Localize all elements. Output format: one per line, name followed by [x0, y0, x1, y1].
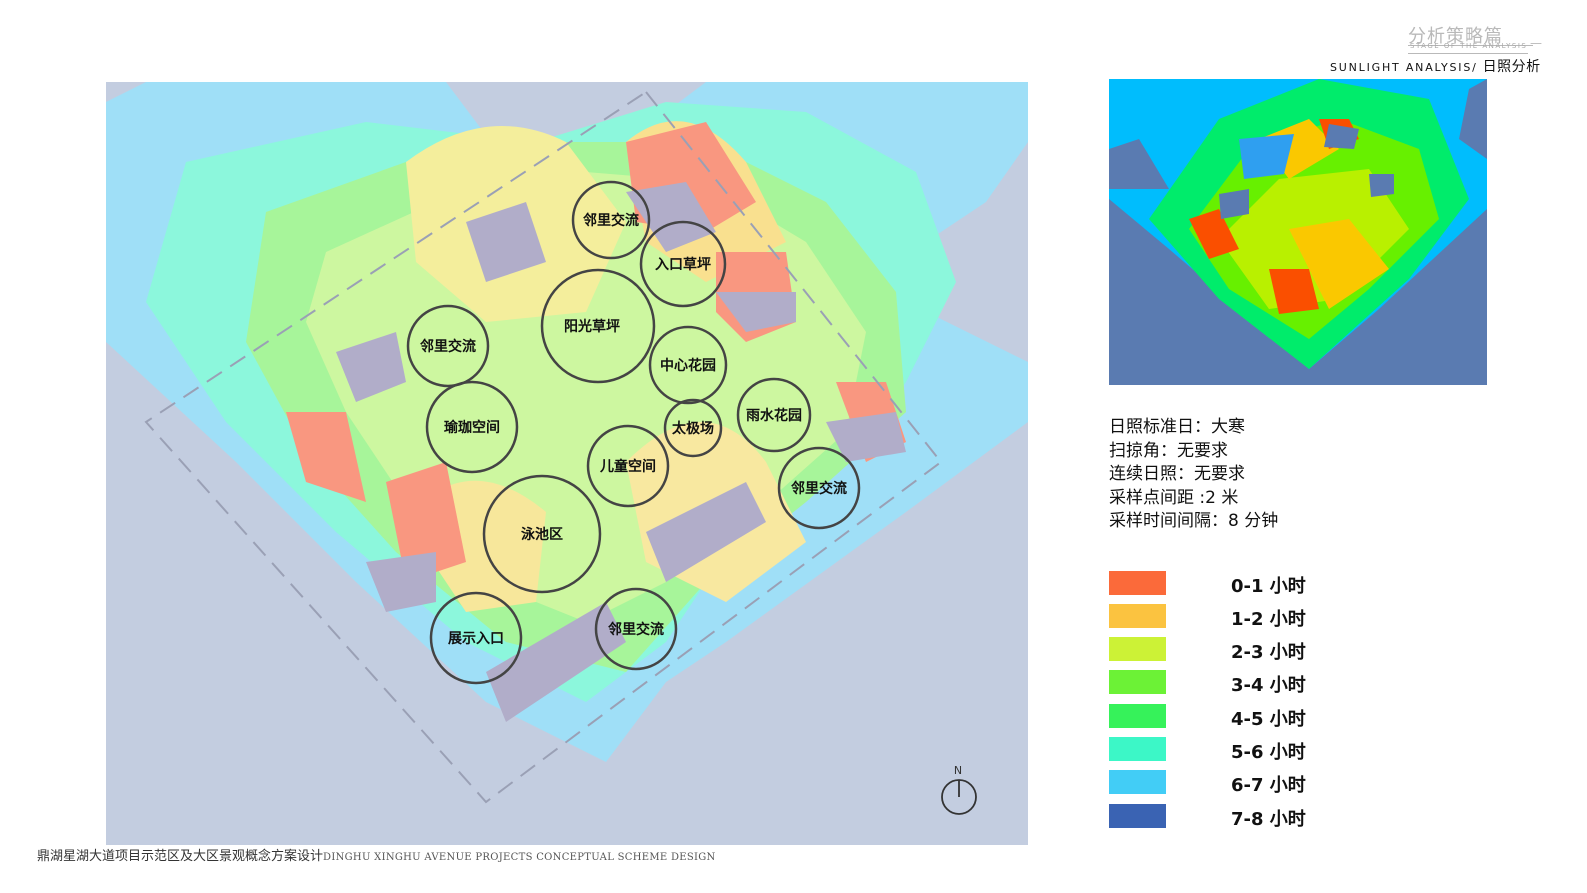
label-neighborhood-2: 邻里交流: [406, 304, 490, 388]
label-text: 邻里交流: [583, 212, 639, 229]
param-standard-day: 日照标准日：大寒: [1109, 417, 1245, 437]
compass-label: N: [954, 764, 962, 777]
label-children-space: 儿童空间: [586, 424, 670, 508]
label-text: 儿童空间: [599, 458, 656, 475]
label-text: 雨水花园: [746, 407, 802, 424]
sunlight-analysis-map: 邻里交流 入口草坪 阳光草坪 邻里交流 中心花园 瑜珈空间 太极场 雨水花园 儿…: [106, 82, 1028, 845]
raster-0-1h: [1269, 269, 1319, 314]
label-text: 邻里交流: [608, 621, 664, 638]
building: [336, 332, 406, 402]
label-text: 泳池区: [521, 526, 563, 543]
header-cn-sub: 日照分析: [1482, 59, 1541, 75]
legend-item: 4-5 小时: [1109, 704, 1409, 730]
raster-7-8h: [1459, 79, 1487, 159]
label-pool: 泳池区: [482, 474, 602, 594]
legend-item: 0-1 小时: [1109, 571, 1409, 597]
header-subtitle: SUNLIGHT ANALYSIS/ 日照分析: [1330, 56, 1541, 76]
legend-item: 7-8 小时: [1109, 804, 1409, 830]
footer: 鼎湖星湖大道项目示范区及大区景观概念方案设计DINGHU XINGHU AVEN…: [37, 845, 716, 864]
legend-item: 6-7 小时: [1109, 770, 1409, 796]
header-arrow: —: [1530, 36, 1542, 50]
param-sample-interval: 采样时间间隔：8 分钟: [1109, 511, 1279, 531]
raster-7-8h: [1109, 199, 1487, 385]
legend-swatch: [1109, 770, 1166, 794]
legend-swatch: [1109, 571, 1166, 595]
header-rule: [1408, 45, 1533, 46]
label-text: 瑜珈空间: [444, 419, 500, 436]
raster-6-7h: [1239, 134, 1294, 179]
footer-cn: 鼎湖星湖大道项目示范区及大区景观概念方案设计: [37, 849, 324, 864]
label-yoga-space: 瑜珈空间: [425, 380, 519, 474]
legend-swatch: [1109, 604, 1166, 628]
raster-building: [1219, 189, 1249, 219]
raster-1-2h: [1289, 219, 1389, 309]
building: [826, 412, 906, 462]
footer-en: DINGHU XINGHU AVENUE PROJECTS CONCEPTUAL…: [323, 852, 716, 863]
label-text: 入口草坪: [655, 256, 711, 273]
zone-0-1h: [286, 412, 366, 502]
param-sweep-angle: 扫掠角：无要求: [1109, 440, 1228, 461]
site-boundary: [144, 90, 943, 804]
legend-item: 3-4 小时: [1109, 670, 1409, 696]
legend-label: 3-4 小时: [1231, 675, 1306, 696]
header-stage-text: STAGE OF THE ANALYSIS: [1410, 42, 1528, 50]
param-sample-spacing: 采样点间距 :2 米: [1109, 487, 1239, 508]
legend-item: 2-3 小时: [1109, 637, 1409, 663]
label-text: 展示入口: [448, 631, 504, 647]
label-neighborhood-3: 邻里交流: [777, 446, 861, 530]
building: [646, 482, 766, 582]
legend-item: 1-2 小时: [1109, 604, 1409, 630]
analysis-parameters: 日照标准日：大寒 扫掠角：无要求 连续日照：无要求 采样点间距 :2 米 采样时…: [1109, 416, 1278, 534]
header-rule: [1408, 53, 1528, 54]
label-text: 邻里交流: [791, 480, 847, 497]
legend-swatch: [1109, 637, 1166, 661]
zone-0-1h: [386, 462, 466, 582]
building: [366, 552, 436, 612]
raster-building: [1324, 124, 1359, 149]
legend-label: 4-5 小时: [1231, 709, 1306, 730]
raster-building: [1369, 174, 1394, 197]
raster-7-8h: [1109, 139, 1169, 189]
param-continuous-sunlight: 连续日照：无要求: [1109, 464, 1245, 484]
legend-swatch: [1109, 737, 1166, 761]
label-entrance-lawn: 入口草坪: [639, 220, 727, 308]
label-neighborhood-4: 邻里交流: [594, 587, 678, 671]
legend-item: 5-6 小时: [1109, 737, 1409, 763]
label-text: 阳光草坪: [564, 318, 620, 335]
label-text: 太极场: [672, 420, 714, 437]
legend-label: 5-6 小时: [1231, 742, 1306, 763]
legend-swatch: [1109, 804, 1166, 828]
header-cn-title: 分析策略篇: [1408, 26, 1503, 47]
building: [626, 182, 716, 252]
label-taichi: 太极场: [663, 398, 723, 458]
header-en-title: SUNLIGHT ANALYSIS/: [1330, 61, 1478, 74]
label-display-entrance: 展示入口: [429, 591, 523, 685]
label-text: 中心花园: [660, 357, 716, 374]
label-sun-lawn: 阳光草坪: [540, 268, 656, 384]
zone-labels: 邻里交流 入口草坪 阳光草坪 邻里交流 中心花园 瑜珈空间 太极场 雨水花园 儿…: [406, 180, 861, 685]
label-neighborhood-1: 邻里交流: [571, 180, 651, 260]
legend-label: 0-1 小时: [1231, 576, 1306, 597]
raster-0-1h: [1189, 209, 1239, 259]
building: [466, 202, 546, 282]
legend-label: 1-2 小时: [1231, 609, 1306, 630]
legend-swatch: [1109, 704, 1166, 728]
building: [716, 292, 796, 332]
label-text: 邻里交流: [420, 338, 476, 355]
sunlight-raster-map: [1109, 79, 1487, 385]
legend-label: 2-3 小时: [1231, 642, 1306, 663]
building: [486, 602, 626, 722]
label-central-garden: 中心花园: [648, 325, 728, 405]
legend-swatch: [1109, 670, 1166, 694]
legend-label: 7-8 小时: [1231, 809, 1306, 830]
label-rain-garden: 雨水花园: [736, 377, 812, 453]
legend-label: 6-7 小时: [1231, 775, 1306, 796]
north-compass-icon: N: [941, 764, 977, 815]
